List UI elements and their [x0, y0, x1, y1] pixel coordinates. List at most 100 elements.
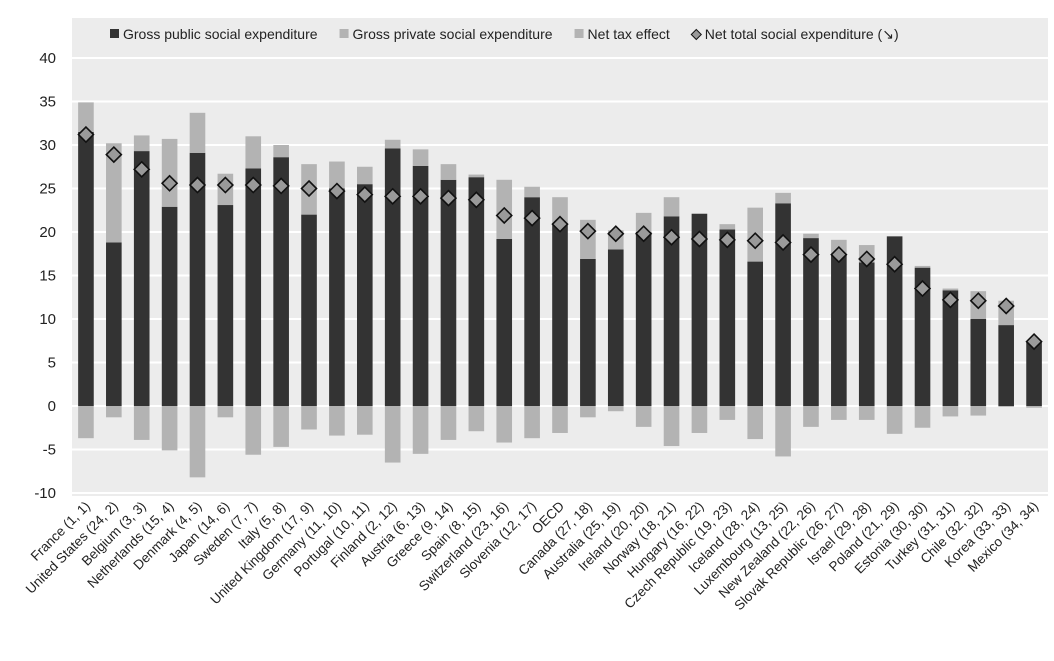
marker-net-total	[105, 145, 123, 164]
marker-net-total	[913, 279, 932, 298]
legend-swatch	[339, 29, 349, 38]
bar-gross-private	[663, 197, 680, 217]
y-tick-label: 20	[39, 224, 56, 241]
y-tick-label: -5	[43, 442, 56, 459]
bar-net-tax-effect	[663, 406, 680, 447]
marker-net-total	[718, 231, 736, 249]
marker-net-total	[746, 232, 764, 250]
marker-net-total	[858, 250, 876, 268]
marker-net-total	[607, 225, 625, 243]
marker-net-total	[551, 215, 569, 233]
bar-net-tax-effect	[329, 406, 345, 436]
legend-label: Net tax effect	[588, 26, 670, 42]
marker-net-total	[635, 225, 653, 243]
bar-gross-public	[106, 242, 122, 406]
marker-net-total	[997, 297, 1015, 315]
marker-net-total	[830, 245, 848, 264]
marker-net-total	[160, 174, 179, 192]
bar-gross-public	[440, 179, 457, 406]
bar-net-tax-effect	[384, 406, 401, 463]
bar-gross-private	[524, 186, 540, 198]
marker-net-total	[77, 125, 95, 144]
bar-gross-private	[719, 224, 736, 230]
y-tick-label: 30	[39, 137, 56, 154]
y-tick-label: 15	[39, 268, 56, 285]
marker-net-total	[579, 222, 597, 240]
bar-net-tax-effect	[775, 406, 791, 457]
y-tick-label: 25	[39, 181, 56, 198]
y-tick-label: 0	[48, 398, 56, 415]
marker-net-total	[439, 189, 458, 207]
bar-gross-public	[1026, 341, 1042, 406]
bar-gross-public	[580, 258, 596, 406]
bar-gross-private	[942, 288, 959, 291]
marker-net-total	[774, 233, 792, 252]
y-tick-label: -10	[34, 485, 56, 502]
bar-gross-public	[301, 214, 317, 406]
marker-net-total	[328, 182, 346, 200]
bar-net-tax-effect	[607, 406, 624, 412]
y-tick-label: 35	[39, 94, 56, 111]
bar-net-tax-effect	[440, 406, 457, 440]
bar-net-tax-effect	[356, 406, 373, 435]
bar-net-tax-effect	[245, 406, 262, 455]
bar-net-tax-effect	[831, 406, 847, 420]
bar-gross-private	[384, 139, 401, 149]
bar-net-tax-effect	[1026, 406, 1042, 408]
bar-gross-public	[552, 223, 568, 406]
bar-gross-public	[217, 205, 234, 406]
marker-net-total	[662, 228, 681, 246]
bars	[78, 102, 1042, 478]
bar-gross-public	[245, 168, 262, 406]
bar-net-tax-effect	[468, 406, 485, 432]
bar-gross-public	[273, 157, 289, 406]
bar-gross-public	[189, 152, 206, 406]
bar-gross-public	[663, 216, 680, 406]
bar-net-tax-effect	[78, 406, 94, 439]
bar-gross-public	[858, 262, 875, 406]
bar-gross-public	[524, 197, 540, 406]
bar-net-tax-effect	[217, 406, 234, 418]
bar-net-tax-effect	[496, 406, 513, 443]
bar-gross-public	[803, 238, 819, 406]
bar-gross-public	[607, 249, 624, 406]
y-tick-label: 40	[39, 50, 56, 67]
bar-net-tax-effect	[412, 406, 429, 454]
bar-net-tax-effect	[747, 406, 764, 440]
bar-gross-public	[78, 131, 94, 406]
marker-net-total	[356, 185, 374, 204]
bar-gross-private	[775, 192, 791, 204]
bar-net-tax-effect	[161, 406, 178, 451]
bar-gross-private	[412, 149, 429, 166]
marker-net-total	[1025, 332, 1043, 351]
bar-gross-public	[914, 267, 931, 406]
marker-net-total	[244, 176, 262, 194]
bar-net-tax-effect	[580, 406, 596, 418]
marker-net-total	[467, 191, 485, 209]
bar-net-tax-effect	[970, 406, 987, 416]
bar-gross-public	[886, 236, 903, 406]
marker-net-total	[690, 230, 709, 248]
marker-net-total	[216, 176, 235, 194]
bar-gross-public	[719, 229, 736, 406]
bar-gross-public	[831, 253, 847, 406]
bar-gross-public	[133, 151, 150, 406]
legend-label: Net total social expenditure (↘)	[705, 26, 899, 42]
bar-gross-private	[245, 136, 262, 169]
bar-gross-private	[552, 197, 568, 224]
bar-net-tax-effect	[635, 406, 652, 427]
bar-gross-public	[942, 290, 959, 406]
bar-gross-private	[189, 112, 206, 153]
bar-gross-public	[635, 232, 652, 406]
marker-net-total	[523, 209, 541, 227]
bar-net-tax-effect	[524, 406, 540, 439]
bar-gross-public	[412, 165, 429, 406]
legend-swatch	[690, 28, 702, 41]
bar-gross-public	[468, 177, 485, 406]
bar-gross-private	[329, 161, 345, 189]
marker-net-total	[941, 291, 960, 309]
bar-gross-private	[106, 143, 122, 243]
bar-net-tax-effect	[719, 406, 736, 420]
marker-net-total	[133, 160, 151, 178]
